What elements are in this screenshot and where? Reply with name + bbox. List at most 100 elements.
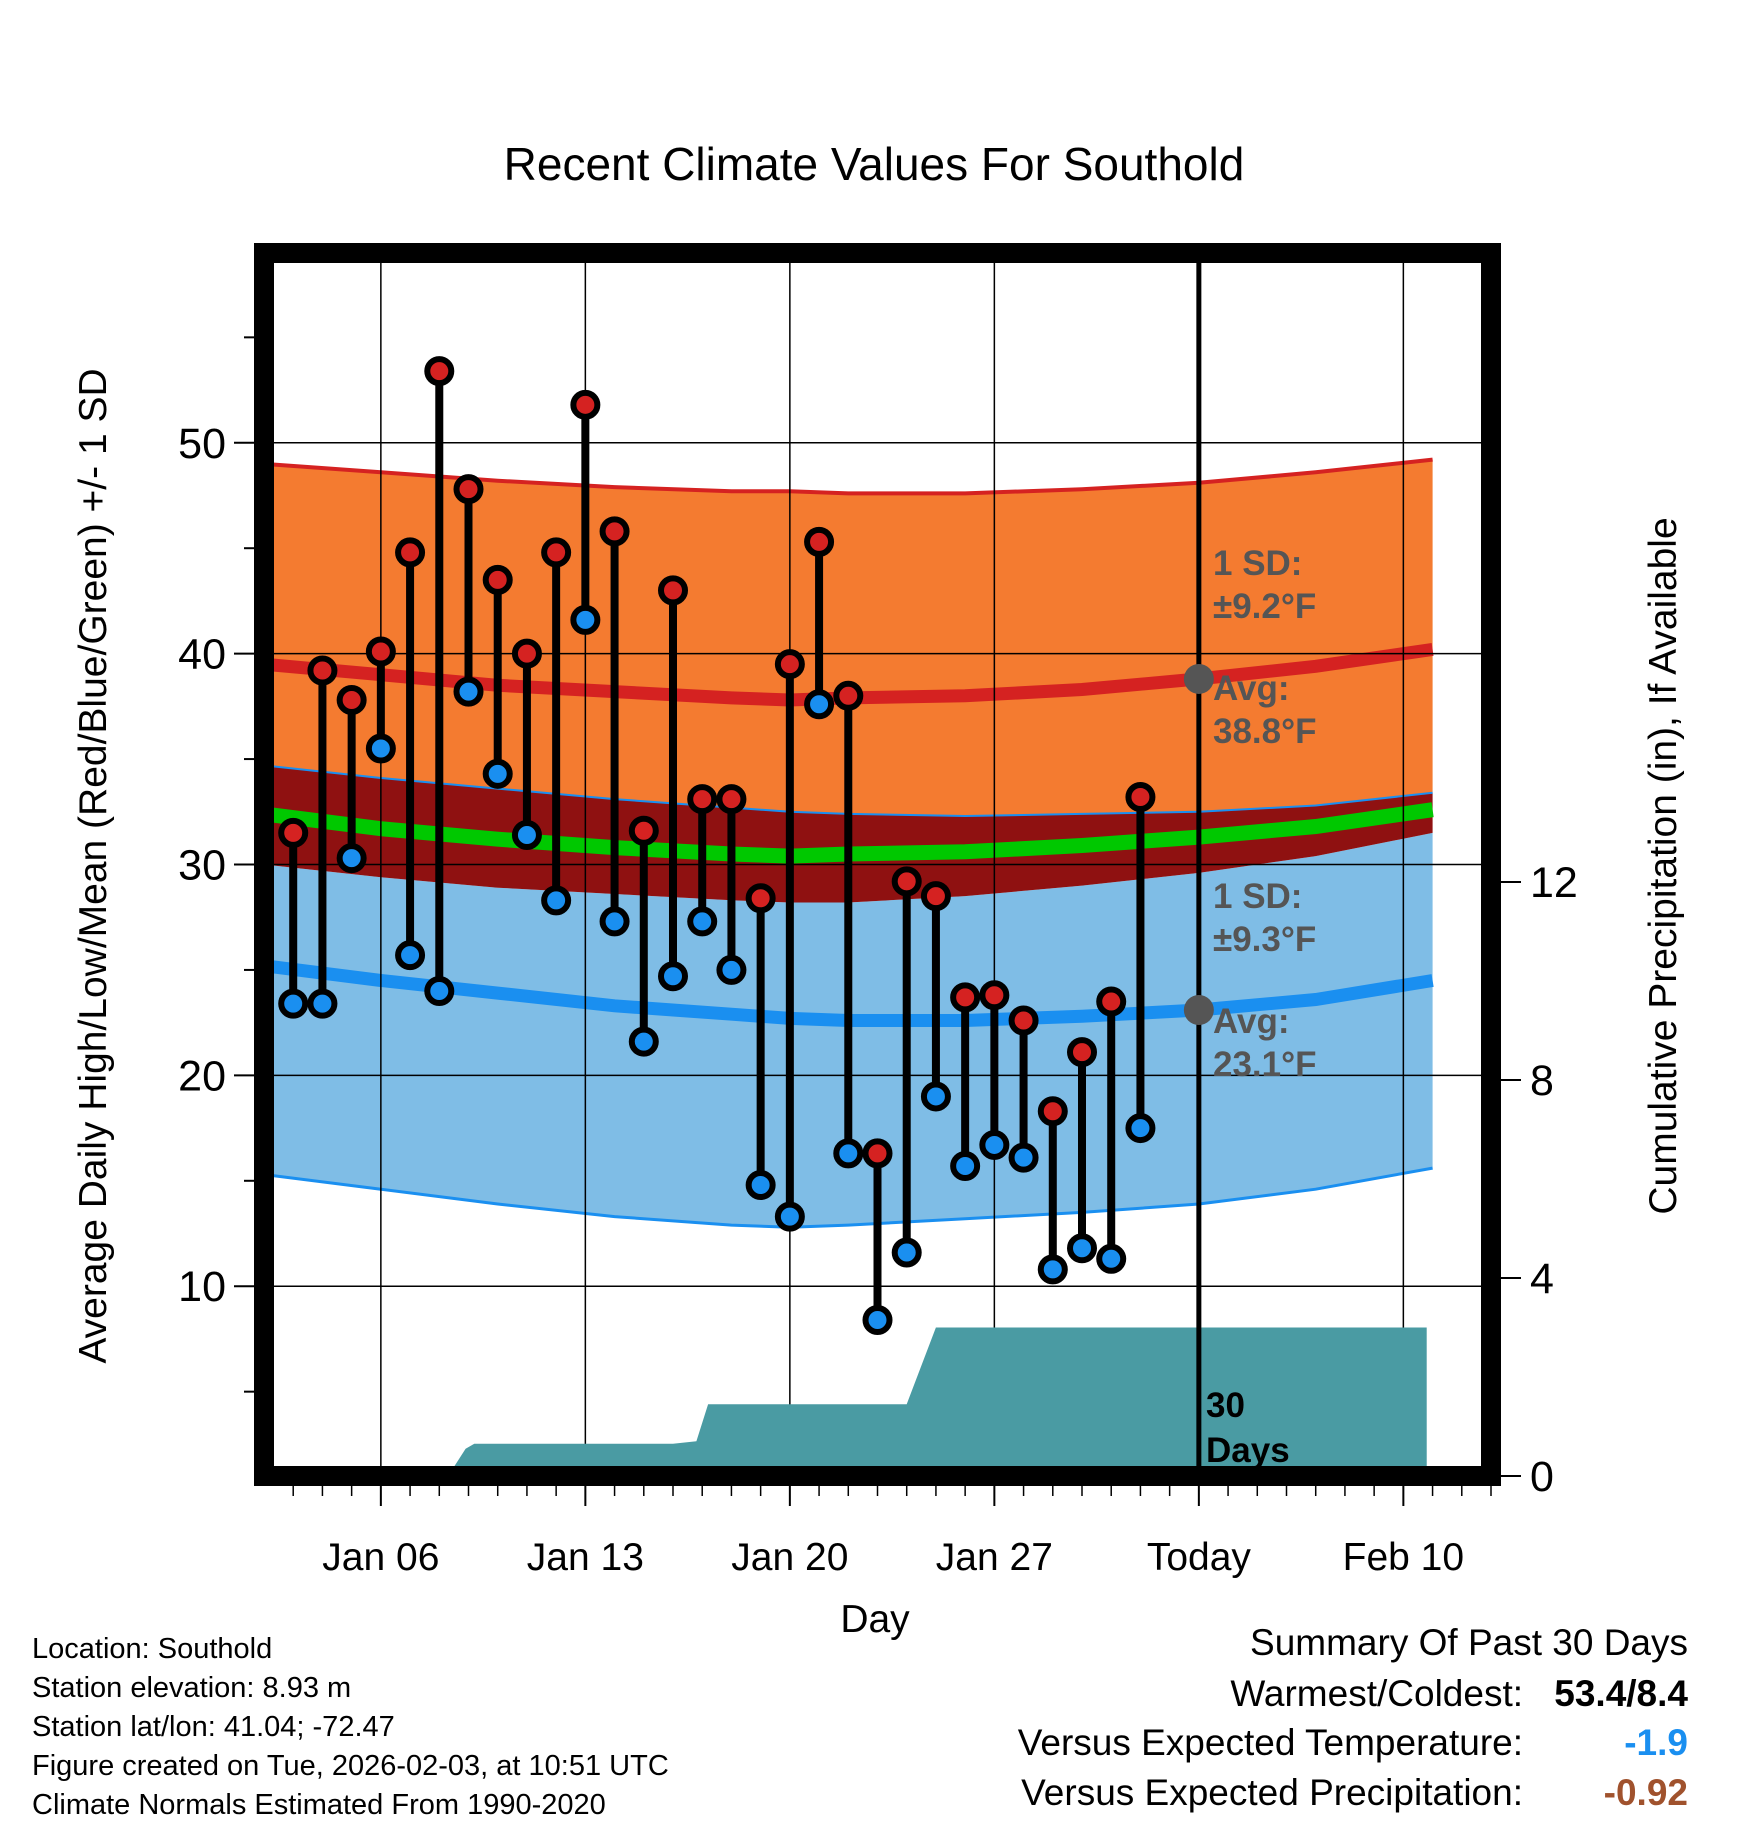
daily-low-point: [1067, 1233, 1097, 1264]
daily-low-point: [599, 906, 630, 937]
footer-location: Location: Southold: [32, 1633, 273, 1665]
daily-high-point: [570, 389, 601, 420]
y-axis-title: Average Daily High/Low/Mean (Red/Blue/Gr…: [72, 368, 115, 1363]
chart-title: Recent Climate Values For Southold: [504, 138, 1245, 190]
daily-high-point: [1037, 1096, 1068, 1127]
daily-high-point: [950, 982, 981, 1013]
daily-high-point: [658, 575, 688, 606]
daily-low-point: [920, 1081, 951, 1112]
daily-high-point: [979, 980, 1010, 1011]
daily-low-point: [804, 689, 835, 720]
summary-warm-cold-row: Warmest/Coldest: 53.4/8.4: [1230, 1673, 1688, 1715]
low-avg-value: 23.1°F: [1213, 1045, 1317, 1084]
x-tick-label: Jan 20: [731, 1536, 848, 1579]
high-sd-label: 1 SD:: [1213, 544, 1302, 583]
daily-low-point: [395, 940, 426, 971]
daily-low-point: [891, 1237, 922, 1268]
low-average-line: [264, 959, 1434, 1027]
x-tick-label: Jan 06: [322, 1536, 439, 1579]
daily-low-point: [336, 843, 367, 874]
daily-high-point: [482, 564, 513, 595]
daily-low-point: [278, 988, 309, 1019]
daily-low-point: [745, 1170, 776, 1201]
y-tick-label: 40: [178, 631, 226, 679]
summary-temp-label: Versus Expected Temperature:: [1017, 1722, 1523, 1763]
annotations: 1 SD: ±9.2°F Avg: 38.8°F 1 SD: ±9.3°F Av…: [1206, 544, 1317, 1470]
summary-title: Summary Of Past 30 Days: [1250, 1622, 1688, 1663]
daily-low-point: [774, 1201, 805, 1232]
summary-temp-row: Versus Expected Temperature: -1.9: [1018, 1722, 1688, 1764]
y-axis-left: 10 20 30 40 50: [178, 336, 254, 1393]
daily-high-point: [453, 474, 484, 505]
summary-warm-cold-value: 53.4/8.4: [1554, 1673, 1688, 1714]
high-average-marker: [1183, 663, 1214, 694]
low-sd-value: ±9.3°F: [1213, 920, 1316, 959]
daily-low-point: [979, 1129, 1010, 1160]
plot-frame: [254, 243, 1501, 1486]
footer-latlon: Station lat/lon: 41.04; -72.47: [32, 1711, 395, 1743]
daily-high-point: [1125, 782, 1156, 813]
daily-high-point: [774, 649, 805, 680]
daily-low-point: [1037, 1254, 1068, 1285]
daily-high-point: [307, 655, 338, 686]
daily-high-point: [920, 881, 951, 912]
daily-points: [278, 356, 1156, 1335]
y2-axis-title: Cumulative Precipitation (in), If Availa…: [1642, 517, 1685, 1214]
plot-area: [264, 253, 1491, 1476]
daily-low-point: [541, 885, 572, 916]
gridlines: [264, 253, 1491, 1476]
x-axis-title: Day: [840, 1598, 910, 1641]
daily-high-point: [541, 537, 572, 568]
high-avg-value: 38.8°F: [1213, 712, 1317, 751]
footer-elevation: Station elevation: 8.93 m: [32, 1672, 352, 1704]
y-tick-label: 10: [178, 1263, 226, 1311]
daily-low-point: [307, 988, 338, 1019]
daily-high-point: [833, 680, 864, 711]
daily-high-point: [365, 636, 396, 667]
daily-low-point: [950, 1151, 981, 1182]
y2-tick-label: 8: [1530, 1057, 1554, 1105]
precipitation-series: [264, 1327, 1427, 1476]
daily-high-point: [336, 685, 367, 716]
daily-high-point: [804, 526, 835, 557]
daily-high-point: [278, 817, 309, 848]
summary-warm-cold-label: Warmest/Coldest:: [1230, 1673, 1523, 1714]
daily-high-point: [891, 866, 922, 897]
daily-low-point: [1008, 1142, 1039, 1173]
y2-tick-label: 4: [1530, 1255, 1554, 1303]
footer-normals: Climate Normals Estimated From 1990-2020: [32, 1789, 606, 1821]
daily-high-point: [599, 516, 630, 547]
summary-precip-row: Versus Expected Precipitation: -0.92: [1021, 1772, 1688, 1814]
y2-tick-label: 0: [1530, 1453, 1554, 1501]
x-tick-label: Jan 27: [936, 1536, 1053, 1579]
low-avg-label: Avg:: [1213, 1002, 1289, 1041]
daily-low-point: [570, 604, 601, 635]
y-tick-label: 50: [178, 420, 226, 468]
y-tick-label: 20: [178, 1052, 226, 1100]
daily-high-point: [687, 784, 718, 815]
y2-tick-label: 12: [1530, 859, 1578, 907]
daily-low-point: [628, 1026, 659, 1057]
daily-high-point: [628, 815, 659, 846]
daily-low-point: [687, 906, 718, 937]
low-average-marker: [1183, 994, 1214, 1025]
daily-low-point: [482, 758, 513, 789]
x-tick-label: Feb 10: [1343, 1536, 1464, 1579]
mean-average-line: [264, 802, 1434, 864]
daily-low-point: [1096, 1243, 1127, 1274]
y-tick-label: 30: [178, 842, 226, 890]
high-avg-label: Avg:: [1213, 669, 1289, 708]
daily-high-point: [1096, 986, 1127, 1017]
daily-low-point: [453, 676, 484, 707]
low-sd-label: 1 SD:: [1213, 877, 1302, 916]
daily-high-point: [716, 784, 747, 815]
daily-low-point: [511, 819, 542, 850]
daily-low-point: [1125, 1113, 1156, 1144]
high-sd-lower-line: [264, 764, 1433, 818]
daily-low-point: [658, 961, 688, 992]
precipitation-area: [264, 1327, 1427, 1476]
daily-low-point: [716, 954, 747, 985]
precip-days-number: 30: [1206, 1386, 1245, 1425]
low-sd-lower-line: [264, 1166, 1433, 1229]
